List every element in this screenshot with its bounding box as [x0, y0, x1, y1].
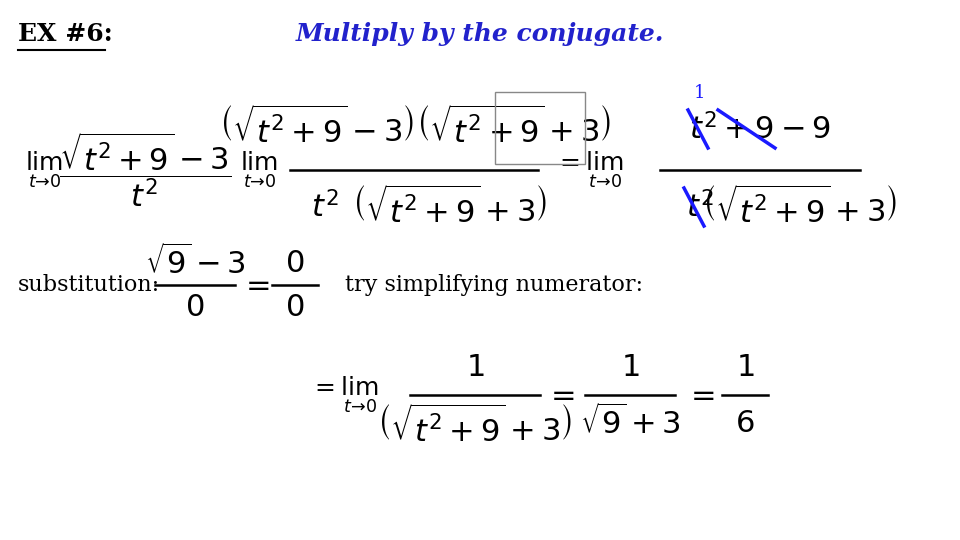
Text: $\sqrt{9}+3$: $\sqrt{9}+3$ [580, 405, 681, 441]
Text: 1: 1 [694, 84, 706, 102]
Text: substitution:: substitution: [18, 274, 160, 296]
Text: $\lim_{t \to 0}$: $\lim_{t \to 0}$ [25, 150, 63, 190]
Text: $=\lim_{t \to 0}$: $=\lim_{t \to 0}$ [555, 150, 624, 190]
Text: $\left(\sqrt{t^2+9}+3\right)$: $\left(\sqrt{t^2+9}+3\right)$ [377, 406, 572, 448]
Text: $0$: $0$ [285, 292, 304, 322]
Text: $1$: $1$ [466, 352, 484, 382]
Text: $t^2$: $t^2$ [686, 192, 714, 224]
Text: $0$: $0$ [185, 292, 204, 322]
Text: $t^2+9-9$: $t^2+9-9$ [689, 114, 831, 146]
Text: $=\lim_{t \to 0}$: $=\lim_{t \to 0}$ [310, 375, 379, 415]
Text: $=$: $=$ [545, 380, 575, 410]
Text: $6$: $6$ [735, 408, 755, 438]
Text: try simplifying numerator:: try simplifying numerator: [345, 274, 643, 296]
Text: $=$: $=$ [684, 380, 715, 410]
Text: $\left(\sqrt{t^2+9}-3\right)\left(\sqrt{t^2+9}+3\right)$: $\left(\sqrt{t^2+9}-3\right)\left(\sqrt{… [219, 107, 611, 149]
Text: $\lim_{t \to 0}$: $\lim_{t \to 0}$ [240, 150, 278, 190]
Bar [495, 92, 585, 164]
Text: $1$: $1$ [735, 352, 755, 382]
Text: $\left(\sqrt{t^2+9}+3\right)$: $\left(\sqrt{t^2+9}+3\right)$ [703, 187, 898, 230]
Text: $=$: $=$ [240, 269, 270, 300]
Text: Multiply by the conjugate.: Multiply by the conjugate. [296, 22, 664, 46]
Text: $\dfrac{\sqrt{t^2+9}-3}{t^2}$: $\dfrac{\sqrt{t^2+9}-3}{t^2}$ [59, 131, 231, 210]
Text: $t^2$: $t^2$ [311, 192, 339, 224]
Text: $\sqrt{9}-3$: $\sqrt{9}-3$ [145, 245, 246, 281]
Text: $1$: $1$ [621, 352, 639, 382]
Text: EX #6:: EX #6: [18, 22, 112, 46]
Text: $\left(\sqrt{t^2+9}+3\right)$: $\left(\sqrt{t^2+9}+3\right)$ [352, 187, 547, 230]
Text: $0$: $0$ [285, 247, 304, 279]
